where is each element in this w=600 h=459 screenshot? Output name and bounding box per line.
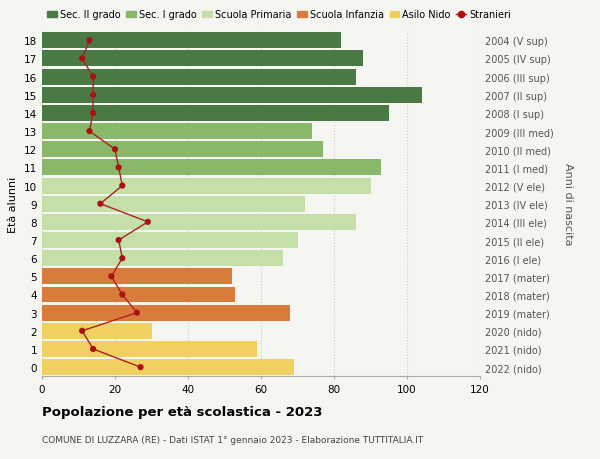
Point (88, 74, 98, 81)
Bar (42, 106, 389, 122)
Bar (42, 160, 382, 176)
Bar (42, 69, 356, 85)
Point (107, 273, 116, 280)
Text: COMUNE DI LUZZARA (RE) - Dati ISTAT 1° gennaio 2023 - Elaborazione TUTTITALIA.IT: COMUNE DI LUZZARA (RE) - Dati ISTAT 1° g… (42, 435, 423, 443)
Bar (42, 359, 294, 375)
Bar (42, 88, 422, 104)
Point (88, 346, 98, 353)
Point (95, 201, 105, 208)
Bar (42, 33, 341, 49)
Bar (42, 233, 298, 248)
Legend: Sec. II grado, Sec. I grado, Scuola Primaria, Scuola Infanzia, Asilo Nido, Stran: Sec. II grado, Sec. I grado, Scuola Prim… (47, 11, 511, 20)
Point (77, 56, 87, 63)
Bar (42, 51, 363, 67)
Point (118, 291, 127, 298)
Point (110, 146, 120, 154)
Point (85, 128, 94, 135)
Bar (42, 341, 257, 357)
Bar (42, 124, 312, 140)
Point (85, 38, 94, 45)
Bar (42, 305, 290, 321)
Bar (42, 269, 232, 285)
Point (88, 92, 98, 99)
Bar (42, 323, 151, 339)
Point (114, 237, 124, 244)
Bar (42, 196, 305, 212)
Point (118, 183, 127, 190)
Point (77, 327, 87, 335)
Point (88, 110, 98, 118)
Y-axis label: Età alunni: Età alunni (8, 176, 19, 232)
Point (118, 255, 127, 262)
Point (136, 364, 145, 371)
Bar (42, 214, 356, 230)
Bar (42, 287, 235, 303)
Bar (42, 178, 371, 194)
Y-axis label: Anni di nascita: Anni di nascita (563, 163, 573, 246)
Point (132, 309, 142, 317)
Bar (42, 251, 283, 267)
Text: Popolazione per età scolastica - 2023: Popolazione per età scolastica - 2023 (42, 405, 323, 419)
Point (143, 218, 152, 226)
Point (114, 164, 124, 172)
Bar (42, 142, 323, 158)
